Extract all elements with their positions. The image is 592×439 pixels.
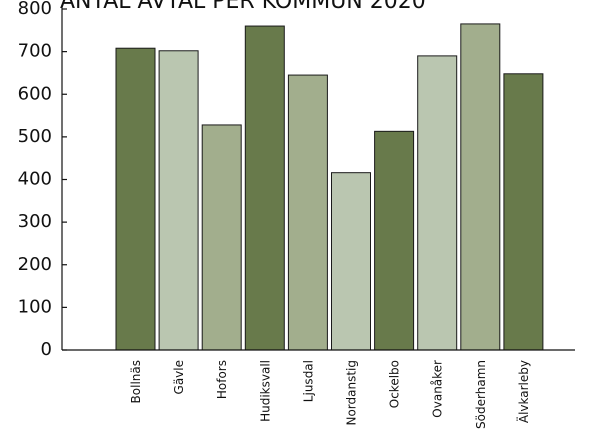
x-tick-label: Nordanstig	[345, 360, 359, 426]
y-axis: 0 100 200 300 400 500 600 700 800	[18, 0, 67, 360]
y-tick-label: 400	[18, 169, 52, 190]
y-tick-label: 0	[41, 339, 52, 360]
x-tick-label: Ljusdal	[301, 360, 315, 402]
bar	[374, 130, 415, 351]
bar	[503, 73, 544, 351]
bars-group	[115, 23, 544, 351]
x-tick-label: Hofors	[215, 360, 229, 399]
x-axis: Bollnäs Gävle Hofors Hudiksvall Ljusdal Norda…	[62, 349, 575, 429]
x-tick-label: Älvkarleby	[516, 360, 531, 423]
y-tick-label: 300	[18, 211, 52, 232]
y-tick-label: 500	[18, 126, 52, 147]
y-tick-label: 600	[18, 83, 52, 104]
x-tick-label: Bollnäs	[129, 360, 143, 403]
bar	[201, 124, 242, 351]
x-tick-label: Gävle	[172, 360, 186, 394]
y-tick-label: 700	[18, 41, 52, 62]
bar	[331, 172, 371, 351]
y-tick-label: 200	[18, 254, 52, 275]
x-tick-label: Hudiksvall	[258, 360, 272, 422]
x-tick-label: Söderhamn	[474, 360, 488, 429]
y-tick-label: 800	[18, 0, 52, 19]
bar	[115, 47, 156, 351]
bar	[158, 50, 199, 351]
x-tick-label: Ockelbo	[388, 360, 402, 408]
y-tick-label: 100	[18, 296, 52, 317]
bar	[460, 23, 501, 351]
bar	[417, 55, 458, 351]
chart-title-group: ANTAL AVTAL PER KOMMUN 2020	[60, 0, 426, 14]
bar	[244, 25, 285, 351]
chart-title: ANTAL AVTAL PER KOMMUN 2020	[60, 0, 426, 14]
bar	[287, 74, 328, 351]
x-tick-label: Ovanåker	[431, 360, 445, 418]
